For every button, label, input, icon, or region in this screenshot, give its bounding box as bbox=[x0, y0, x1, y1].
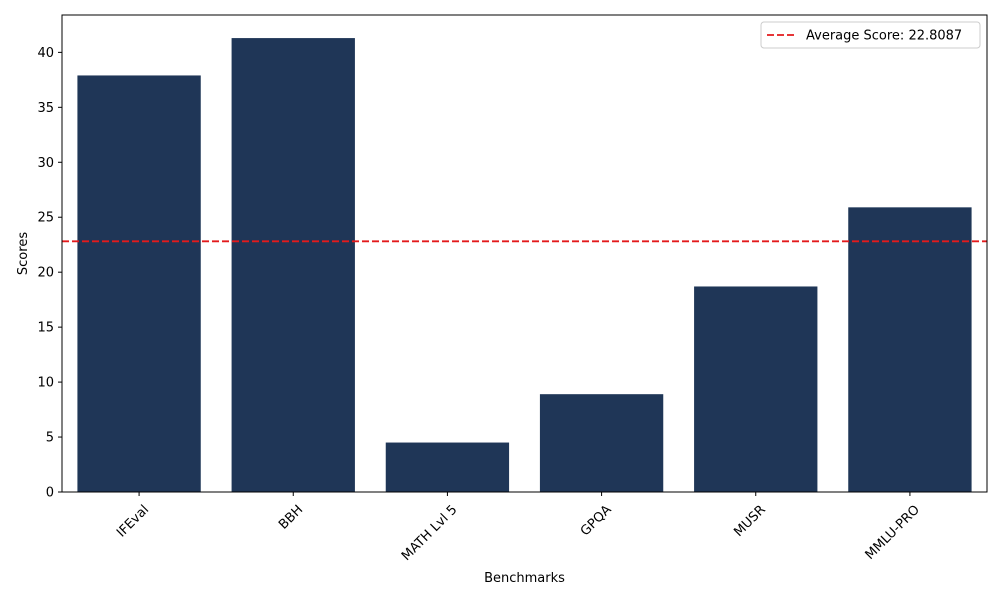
legend-label: Average Score: 22.8087 bbox=[806, 29, 962, 44]
y-tick-label: 40 bbox=[37, 46, 54, 61]
bar-ifeval bbox=[77, 75, 201, 492]
plot-frame bbox=[61, 14, 988, 493]
bar-math-lvl-5 bbox=[385, 442, 510, 492]
y-tick-label: 0 bbox=[46, 486, 54, 501]
y-axis-ticks: 0 5 10 15 20 25 30 35 40 bbox=[37, 46, 62, 501]
bar-musr bbox=[694, 286, 818, 492]
bars-group bbox=[77, 38, 972, 492]
bar-bbh bbox=[231, 38, 355, 492]
legend: Average Score: 22.8087 bbox=[760, 21, 981, 49]
y-tick-label: 35 bbox=[37, 101, 54, 116]
y-tick-label: 20 bbox=[37, 266, 54, 281]
y-tick-label: 5 bbox=[46, 431, 54, 446]
bar-gpqa bbox=[539, 394, 664, 492]
y-tick-label: 10 bbox=[37, 376, 54, 391]
y-tick-label: 25 bbox=[37, 211, 54, 226]
y-axis-label: Scores bbox=[16, 232, 31, 275]
x-axis-label: Benchmarks bbox=[484, 571, 565, 586]
y-tick-label: 30 bbox=[37, 156, 54, 171]
legend-box bbox=[760, 21, 981, 49]
y-tick-label: 15 bbox=[37, 321, 54, 336]
bar-mmlu-pro bbox=[848, 207, 972, 492]
